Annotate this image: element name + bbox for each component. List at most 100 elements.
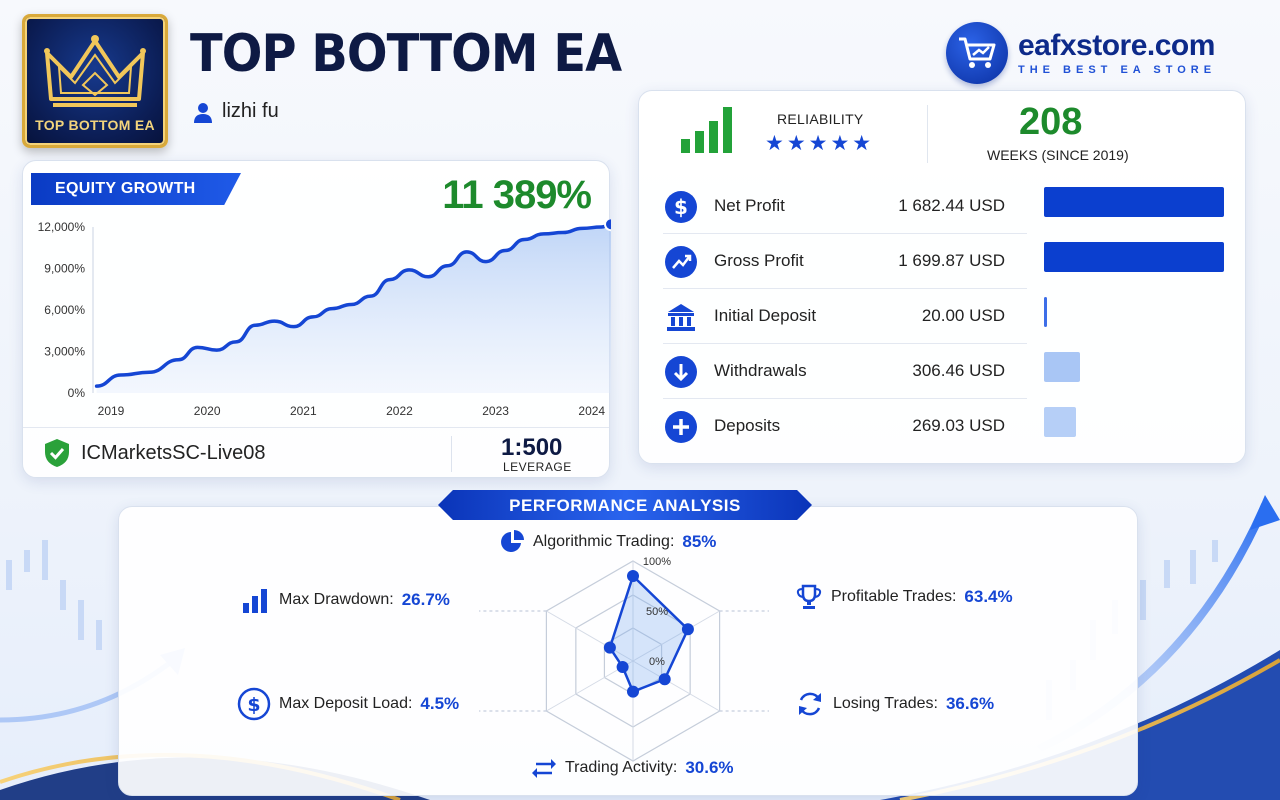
- dollar-icon: $: [665, 191, 697, 223]
- bar-chart-icon: [243, 589, 267, 613]
- leverage-label: LEVERAGE: [503, 460, 572, 474]
- metric-label: Losing Trades:: [833, 695, 938, 712]
- arrow-down-icon: [665, 356, 697, 388]
- stat-bar: [1044, 407, 1077, 437]
- brand-name: eafxstore.com: [1018, 29, 1215, 62]
- metric-max-deposit-load: $ Max Deposit Load: 4.5%: [237, 687, 459, 721]
- stat-value: 1 682.44 USD: [898, 196, 1005, 215]
- equity-end-point: [604, 219, 611, 232]
- pie-chart-icon: [501, 530, 524, 552]
- radar-area: [608, 573, 690, 694]
- metric-algorithmic-trading: Algorithmic Trading: 85%: [499, 529, 716, 555]
- brand-logo[interactable]: eafxstore.com THE BEST EA STORE: [946, 22, 1216, 84]
- author: lizhi fu: [192, 100, 279, 123]
- metric-value: 30.6%: [685, 758, 734, 777]
- radar-point: [627, 570, 639, 582]
- user-icon: [194, 102, 212, 123]
- server-name: ICMarketsSC-Live08: [81, 441, 266, 464]
- performance-analysis-banner: PERFORMANCE ANALYSIS: [438, 490, 812, 520]
- logo-text: TOP BOTTOM EA: [35, 117, 155, 133]
- brand-tagline: THE BEST EA STORE: [1018, 64, 1217, 76]
- stat-bar: [1044, 242, 1224, 272]
- page-title: TOP BOTTOM EA: [190, 24, 622, 84]
- equity-growth-card: EQUITY GROWTH 11 389% 0% 3,000% 6,000% 9,00…: [22, 160, 611, 479]
- radar-chart: 100% 50% 0%: [479, 556, 769, 762]
- shopping-cart-icon: [946, 22, 1008, 84]
- metric-value: 85%: [682, 532, 717, 551]
- y-tick-label: 6,000%: [44, 303, 85, 317]
- stat-row-withdrawals: Withdrawals 306.46 USD: [663, 344, 1027, 399]
- svg-text:$: $: [247, 694, 260, 716]
- stat-row-net-profit: $ Net Profit 1 682.44 USD: [663, 179, 1027, 234]
- divider: [927, 105, 928, 163]
- radar-point: [616, 661, 629, 673]
- stat-value: 20.00 USD: [921, 306, 1005, 325]
- metric-profitable-trades: Profitable Trades: 63.4%: [795, 583, 1013, 611]
- svg-text:$: $: [674, 195, 688, 219]
- metric-value: 36.6%: [945, 694, 995, 713]
- equity-footer: ICMarketsSC-Live08 1:500 LEVERAGE: [23, 427, 609, 479]
- metric-value: 4.5%: [420, 694, 460, 713]
- x-tick-label: 2019: [98, 404, 125, 418]
- swap-arrows-icon: [532, 759, 556, 778]
- metric-label: Algorithmic Trading:: [533, 533, 675, 550]
- growth-chart-icon: [665, 246, 697, 278]
- y-tick-label: 12,000%: [38, 220, 86, 234]
- stat-label: Gross Profit: [714, 251, 804, 270]
- radar-point: [627, 685, 639, 698]
- radar-tick-label: 100%: [643, 556, 671, 568]
- metric-value: 26.7%: [401, 590, 450, 609]
- radar-point: [681, 623, 694, 636]
- x-tick-label: 2023: [482, 404, 509, 418]
- metric-losing-trades: Losing Trades: 36.6%: [795, 689, 994, 719]
- leverage-value: 1:500: [501, 434, 563, 461]
- radar-axis: [632, 610, 720, 662]
- stat-row-initial-deposit: Initial Deposit 20.00 USD: [663, 289, 1027, 344]
- weeks-label: WEEKS (SINCE 2019): [987, 147, 1129, 163]
- x-tick-label: 2024: [578, 404, 605, 418]
- stat-row-gross-profit: Gross Profit 1 699.87 USD: [663, 234, 1027, 289]
- radar-axis: [546, 610, 634, 662]
- radar-point: [603, 641, 616, 654]
- metric-trading-activity: Trading Activity: 30.6%: [531, 755, 734, 781]
- bank-icon: [667, 304, 695, 331]
- crown-icon: [44, 35, 146, 107]
- ea-logo: TOP BOTTOM EA: [22, 14, 168, 148]
- broker-server: ICMarketsSC-Live08: [43, 438, 266, 468]
- stat-label: Initial Deposit: [714, 306, 817, 325]
- equity-line: [94, 222, 611, 388]
- divider: [451, 436, 452, 472]
- performance-card: 100% 50% 0% Algorithmic Trading: 85% Profi…: [118, 506, 1138, 796]
- stat-value: 306.46 USD: [912, 361, 1005, 380]
- radar-point: [658, 673, 671, 686]
- x-tick-label: 2020: [194, 404, 221, 418]
- radar-tick-label: 50%: [646, 606, 668, 618]
- stat-label: Net Profit: [714, 196, 785, 215]
- metric-label: Max Drawdown:: [279, 591, 394, 608]
- reliability-label: RELIABILITY: [777, 111, 864, 127]
- y-tick-label: 3,000%: [44, 345, 85, 359]
- stat-value: 1 699.87 USD: [898, 251, 1005, 270]
- metric-max-drawdown: Max Drawdown: 26.7%: [241, 587, 450, 613]
- stat-bar: [1044, 352, 1080, 382]
- equity-chart: 0% 3,000% 6,000% 9,000% 12,000% 2019 2020 2021 2…: [38, 219, 611, 418]
- stat-bar: [1044, 297, 1047, 327]
- author-name: lizhi fu: [222, 100, 279, 122]
- x-tick-label: 2021: [290, 404, 317, 418]
- equity-area: [96, 224, 611, 393]
- metric-label: Profitable Trades:: [831, 588, 957, 605]
- refresh-icon: [799, 692, 821, 716]
- shield-check-icon: [45, 439, 69, 467]
- radar-tick-label: 0%: [649, 656, 665, 668]
- plus-icon: [665, 411, 697, 443]
- trophy-icon: [796, 584, 822, 609]
- y-tick-label: 0%: [68, 386, 86, 400]
- weeks-value: 208: [1019, 101, 1083, 143]
- metric-label: Max Deposit Load:: [279, 695, 413, 712]
- x-tick-label: 2022: [386, 404, 413, 418]
- signal-bars-icon: [681, 107, 732, 153]
- equity-growth-badge: EQUITY GROWTH: [31, 173, 241, 205]
- account-stats-card: RELIABILITY ★★★★★ 208 WEEKS (SINCE 2019)…: [638, 90, 1246, 464]
- stat-row-deposits: Deposits 269.03 USD: [663, 399, 1027, 454]
- equity-growth-value: 11 389%: [442, 173, 592, 217]
